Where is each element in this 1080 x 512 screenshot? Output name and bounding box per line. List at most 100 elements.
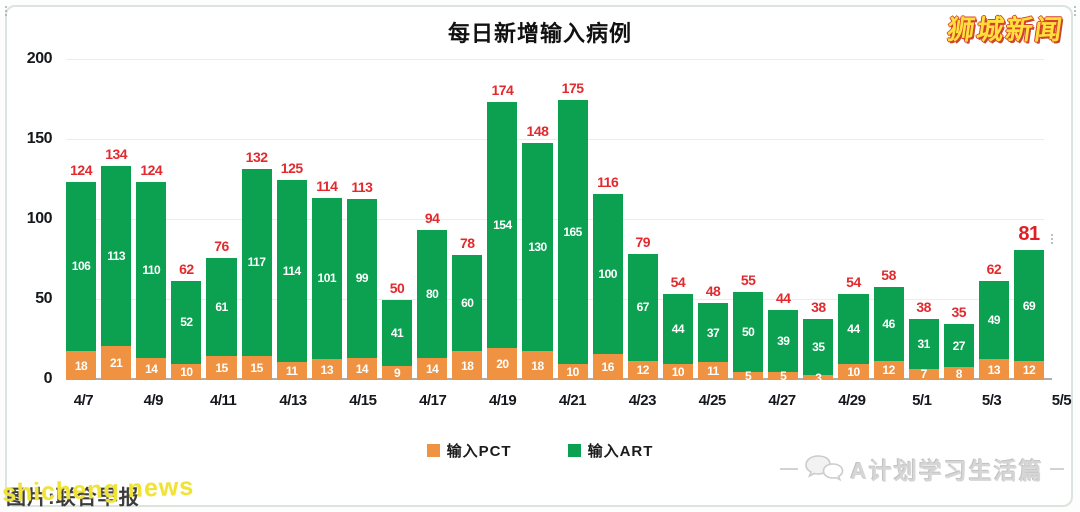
x-tick-label: 4/19 xyxy=(488,392,517,409)
bar-art-segment: 27 xyxy=(943,324,974,368)
bar-total-label: 54 xyxy=(670,273,686,290)
bar-pct-segment-value: 13 xyxy=(320,362,334,377)
bar-total-label: 50 xyxy=(389,280,405,296)
bar-art-segment: 44 xyxy=(662,293,693,364)
bar-art-segment: 35 xyxy=(803,319,834,376)
bar-art-segment-value: 27 xyxy=(952,338,966,353)
bar-art-segment-value: 41 xyxy=(390,325,404,340)
bar-art-segment-value: 130 xyxy=(528,240,547,255)
bar-pct-segment-value: 12 xyxy=(636,363,650,378)
bar-pct-segment: 9 xyxy=(381,365,413,380)
bar: 132 117 15 xyxy=(241,60,272,380)
x-tick-label: 5/3 xyxy=(981,392,1002,409)
bar: 79 67 12 xyxy=(627,60,658,380)
bar: 113 99 14 xyxy=(346,60,377,380)
bar-pct-segment-value: 18 xyxy=(461,358,474,373)
bar-art-segment-value: 154 xyxy=(493,217,512,232)
bar-art-segment-value: 52 xyxy=(180,315,193,330)
bar-total-label: 114 xyxy=(316,177,338,194)
bar-pct-segment: 15 xyxy=(206,356,237,380)
bar-pct-segment-value: 14 xyxy=(355,361,369,376)
bar-pct-segment-value: 15 xyxy=(250,361,263,375)
plot-area: 124 106 18 134 113 21 124 110 14 62 52 10 76 61 15 132 1… xyxy=(66,59,1052,384)
bar-art-segment-value: 110 xyxy=(142,262,161,277)
bar-art-segment: 39 xyxy=(768,309,799,372)
bar-total-label: 148 xyxy=(526,123,549,140)
bar-art-segment: 69 xyxy=(1013,250,1045,361)
bar: 175 165 10 xyxy=(557,60,588,380)
y-tick-label: 200 xyxy=(26,50,53,67)
x-tick-label: 4/9 xyxy=(143,392,164,409)
bar-pct-segment-value: 10 xyxy=(180,365,193,379)
bar: 62 49 13 xyxy=(978,60,1009,380)
chart-legend: 输入PCT 输入ART xyxy=(0,440,1080,461)
bar-art-segment-value: 61 xyxy=(215,300,228,315)
bar-pct-segment-value: 11 xyxy=(707,364,719,379)
bar-art-segment-value: 35 xyxy=(812,340,825,355)
bar-art-segment: 130 xyxy=(522,143,553,352)
x-tick-label: 5/1 xyxy=(912,392,932,409)
x-tick-label: 4/29 xyxy=(838,392,866,409)
chat-bubbles-icon xyxy=(805,455,844,482)
y-tick-label: 0 xyxy=(43,370,53,387)
bar-pct-segment-value: 12 xyxy=(1022,363,1036,378)
x-tick-label: 4/23 xyxy=(628,392,657,409)
bar-total-label: 94 xyxy=(424,209,440,226)
chart-title: 每日新增输入病例 xyxy=(447,21,632,46)
bar-art-segment: 113 xyxy=(101,165,132,347)
bar-art-segment-value: 67 xyxy=(636,300,650,315)
bar-pct-segment-value: 8 xyxy=(955,366,963,381)
frame-edge-handle-icon xyxy=(1050,232,1054,246)
bar-total-label: 48 xyxy=(705,283,721,300)
bar-art-segment: 110 xyxy=(136,181,167,358)
bar-pct-segment-value: 9 xyxy=(393,365,401,380)
bar-pct-segment: 10 xyxy=(838,364,869,380)
bar-total-label: 62 xyxy=(179,260,194,277)
bar-art-segment: 117 xyxy=(241,168,272,356)
bar: 124 106 18 xyxy=(66,60,97,380)
x-tick-label: 4/25 xyxy=(698,392,727,409)
bar-pct-segment-value: 18 xyxy=(74,358,88,373)
x-tick-label: 4/17 xyxy=(419,392,447,409)
gridline xyxy=(66,59,1044,60)
bar-pct-segment-value: 16 xyxy=(601,360,615,375)
legend-swatch xyxy=(567,444,581,457)
divider xyxy=(780,468,799,470)
gridline xyxy=(66,299,1044,300)
bar-pct-segment: 11 xyxy=(697,362,729,380)
legend-item: 输入ART xyxy=(567,440,654,461)
bar-pct-segment: 18 xyxy=(522,351,553,380)
bar-pct-segment: 18 xyxy=(452,351,483,380)
bar-pct-segment: 10 xyxy=(557,364,588,380)
bar-total-label: 81 xyxy=(1018,223,1040,246)
bar-art-segment: 165 xyxy=(557,100,588,364)
bar-pct-segment-value: 11 xyxy=(285,364,298,379)
bar-art-segment-value: 39 xyxy=(777,333,790,348)
bar-pct-segment: 14 xyxy=(417,357,448,380)
bar-art-segment: 106 xyxy=(66,181,97,352)
bar: 94 80 14 xyxy=(417,60,448,380)
x-tick-label: 4/27 xyxy=(768,392,796,409)
legend-item: 输入PCT xyxy=(426,440,512,461)
x-tick-label: 4/21 xyxy=(558,392,587,409)
frame-corner-handle-icon xyxy=(4,4,8,18)
bar-art-segment: 99 xyxy=(346,199,377,358)
bar-pct-segment-value: 14 xyxy=(145,361,158,376)
bar-pct-segment-value: 5 xyxy=(780,369,787,383)
frame-corner-handle-icon xyxy=(1073,4,1077,18)
bar-art-segment-value: 60 xyxy=(461,296,474,311)
bar-pct-segment-value: 7 xyxy=(920,367,928,382)
bar: 174 154 20 xyxy=(487,60,518,380)
bar-total-label: 113 xyxy=(351,179,373,196)
bar-art-segment: 154 xyxy=(487,101,518,348)
bar-art-segment-value: 101 xyxy=(317,271,337,286)
bar: 76 61 15 xyxy=(206,60,237,380)
bar-total-label: 134 xyxy=(105,145,128,162)
bar-pct-segment: 20 xyxy=(487,348,518,380)
bar-total-label: 124 xyxy=(140,161,163,178)
bar: 35 27 8 xyxy=(943,60,974,381)
x-tick-label: 4/11 xyxy=(209,392,237,409)
bar-pct-segment: 21 xyxy=(101,346,132,380)
bar-pct-segment: 10 xyxy=(662,364,693,380)
